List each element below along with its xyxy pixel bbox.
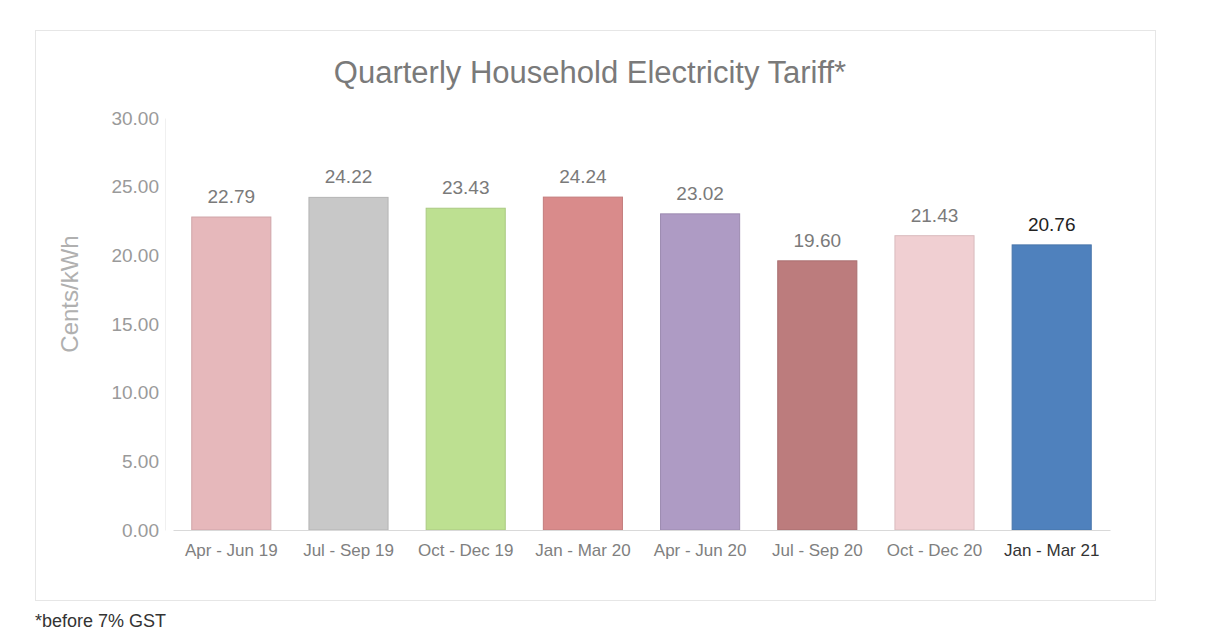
chart-title: Quarterly Household Electricity Tariff* [334, 55, 846, 90]
y-tick-label: 5.00 [122, 451, 159, 472]
y-axis-title: Cents/kWh [56, 235, 83, 352]
bar [895, 236, 974, 530]
y-tick: 5.00 [122, 451, 165, 472]
x-tick: Apr - Jun 20 [654, 530, 747, 560]
y-tick-label: 10.00 [111, 382, 159, 403]
y-tick: 10.00 [111, 382, 165, 403]
bar [661, 214, 740, 530]
bars [192, 197, 1091, 530]
data-labels: 22.79 24.22 23.43 24.24 23.02 19.60 21.43 20.76 [208, 166, 1076, 251]
data-label: 20.76 [1028, 214, 1076, 235]
y-tick: 20.00 [111, 245, 165, 266]
bar [309, 197, 388, 530]
x-tick: Apr - Jun 19 [185, 530, 278, 560]
x-tick: Jul - Sep 20 [772, 530, 863, 560]
y-tick-label: 30.00 [111, 108, 159, 129]
bar [1012, 245, 1091, 530]
y-axis: 0.00 5.00 10.00 15.00 20.00 25.00 30.00 [111, 108, 165, 541]
chart-frame [36, 31, 1156, 601]
x-tick: Oct - Dec 20 [887, 530, 982, 560]
x-tick-label: Jan - Mar 20 [535, 541, 630, 560]
bar [426, 208, 505, 530]
x-axis: Apr - Jun 19 Jul - Sep 19 Oct - Dec 19 Jan … [174, 530, 1111, 560]
bar [543, 197, 622, 530]
bar [192, 217, 271, 530]
x-tick: Jan - Mar 21 [1004, 530, 1099, 560]
x-tick-label: Jul - Sep 20 [772, 541, 863, 560]
x-tick: Jul - Sep 19 [303, 530, 394, 560]
data-label: 21.43 [911, 205, 959, 226]
data-label: 22.79 [208, 186, 256, 207]
y-tick: 30.00 [111, 108, 165, 129]
x-tick: Oct - Dec 19 [418, 530, 513, 560]
y-tick: 25.00 [111, 176, 165, 197]
chart: 0.00 5.00 10.00 15.00 20.00 25.00 30.00 Apr - J… [0, 0, 1206, 638]
x-tick-label: Oct - Dec 20 [887, 541, 982, 560]
x-tick-label: Apr - Jun 19 [185, 541, 278, 560]
x-tick-label: Jan - Mar 21 [1004, 541, 1099, 560]
data-label: 24.24 [559, 166, 607, 187]
data-label: 24.22 [325, 166, 373, 187]
y-tick-label: 0.00 [122, 520, 159, 541]
y-tick-label: 25.00 [111, 176, 159, 197]
data-label: 23.02 [676, 183, 724, 204]
y-tick: 15.00 [111, 314, 165, 335]
data-label: 19.60 [794, 230, 842, 251]
y-axis-line [165, 119, 166, 531]
y-tick-label: 15.00 [111, 314, 159, 335]
x-tick-label: Apr - Jun 20 [654, 541, 747, 560]
x-tick: Jan - Mar 20 [535, 530, 630, 560]
y-tick: 0.00 [122, 520, 165, 541]
data-label: 23.43 [442, 177, 490, 198]
footnote: *before 7% GST [35, 611, 166, 631]
annotations: *before 7% GST [35, 611, 166, 631]
x-axis-line [174, 530, 1111, 531]
x-tick-label: Oct - Dec 19 [418, 541, 513, 560]
bar [778, 261, 857, 530]
y-tick-label: 20.00 [111, 245, 159, 266]
x-tick-label: Jul - Sep 19 [303, 541, 394, 560]
